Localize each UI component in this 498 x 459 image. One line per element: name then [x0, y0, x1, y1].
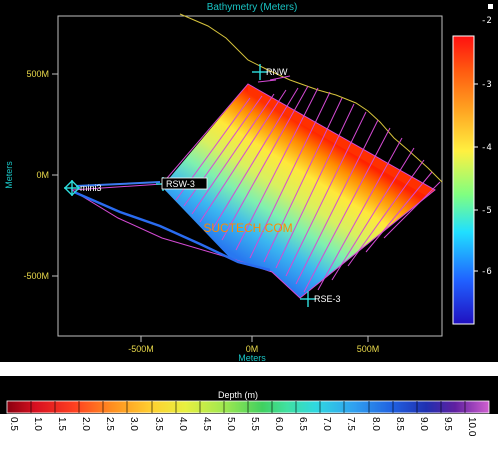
shoreline — [179, 13, 443, 183]
depth-tick-label: 6.0 — [273, 417, 284, 431]
x-tick-neg500: -500M — [128, 344, 154, 354]
depth-tick-label: 9.5 — [442, 417, 453, 431]
x-axis-label: Meters — [238, 353, 266, 362]
right-colorbar-tick-neg4: -4 — [481, 143, 492, 153]
right-colorbar-tick-neg3: -3 — [481, 80, 492, 90]
depth-tick-label: 7.0 — [321, 417, 332, 431]
depth-legend-panel: Depth (m) 0.5 1.0 1.5 — [0, 376, 498, 454]
watermark: SUCTECH.COM — [203, 221, 292, 235]
transect-edge-upper — [75, 181, 161, 187]
x-tick-0: 0M — [246, 344, 259, 354]
station-marker-rse-3 — [300, 291, 316, 307]
depth-tick-label: 4.5 — [201, 417, 212, 431]
station-label-rse-3: RSE-3 — [314, 294, 341, 304]
y-tick-neg500: -500M — [23, 271, 49, 281]
station-label-rnw: RNW — [266, 67, 288, 77]
map-title: Bathymetry (Meters) — [207, 2, 298, 13]
depth-tick-label: 8.0 — [370, 417, 381, 431]
x-tick-500: 500M — [357, 344, 380, 354]
depth-tick-label: 10.0 — [466, 417, 477, 437]
bathymetry-map-panel: Bathymetry (Meters) — [0, 0, 498, 363]
depth-tick-label: 3.0 — [128, 417, 139, 431]
y-tick-500: 500M — [26, 69, 49, 79]
bathymetry-map: Bathymetry (Meters) — [4, 2, 492, 363]
depth-tick-labels: 0.5 1.0 1.5 2.0 2.5 3.0 3.5 4.0 4.5 5.0 … — [8, 417, 477, 437]
depth-tick-label: 5.0 — [225, 417, 236, 431]
depth-tick-label: 7.5 — [345, 417, 356, 431]
station-label-mini3: mini3 — [80, 183, 102, 193]
depth-tick-label: 6.5 — [297, 417, 308, 431]
x-tick-marks — [140, 336, 369, 342]
depth-tick-strip — [0, 414, 498, 454]
right-colorbar-tick-neg2: -2 — [481, 16, 492, 26]
plot-frame — [57, 15, 443, 337]
depth-colorbar-ticks — [30, 401, 466, 413]
depth-tick-label: 1.0 — [32, 417, 43, 431]
y-tick-0: 0M — [36, 170, 49, 180]
transect-edge-blue — [73, 190, 271, 272]
depth-tick-label: 8.5 — [394, 417, 405, 431]
depth-legend-title: Depth (m) — [218, 390, 258, 400]
depth-tick-label: 2.0 — [80, 417, 91, 431]
depth-legend: Depth (m) 0.5 1.0 1.5 — [0, 390, 498, 454]
depth-tick-label: 9.0 — [418, 417, 429, 431]
transect-outline — [70, 83, 436, 299]
survey-track-lines — [175, 75, 441, 293]
right-colorbar — [452, 35, 475, 325]
depth-tick-label: 0.5 — [8, 417, 19, 431]
right-colorbar-tick-neg5: -5 — [481, 206, 492, 216]
shallow-band — [248, 84, 435, 198]
right-colorbar-tick-neg6: -6 — [481, 267, 492, 277]
station-marker-mini3 — [63, 179, 81, 197]
station-label-rsw-3-box — [161, 177, 208, 190]
depth-tick-label: 2.5 — [104, 417, 115, 431]
depth-tick-label: 5.5 — [249, 417, 260, 431]
corner-marker — [488, 4, 493, 9]
depth-tick-label: 1.5 — [56, 417, 67, 431]
y-tick-marks — [52, 73, 58, 277]
depth-tick-label: 3.5 — [153, 417, 164, 431]
right-colorbar-ticks — [474, 83, 478, 272]
station-marker-rnw — [252, 64, 268, 80]
depth-tick-label: 4.0 — [177, 417, 188, 431]
station-label-rsw-3: RSW-3 — [166, 179, 195, 189]
y-axis-label: Meters — [4, 161, 14, 189]
